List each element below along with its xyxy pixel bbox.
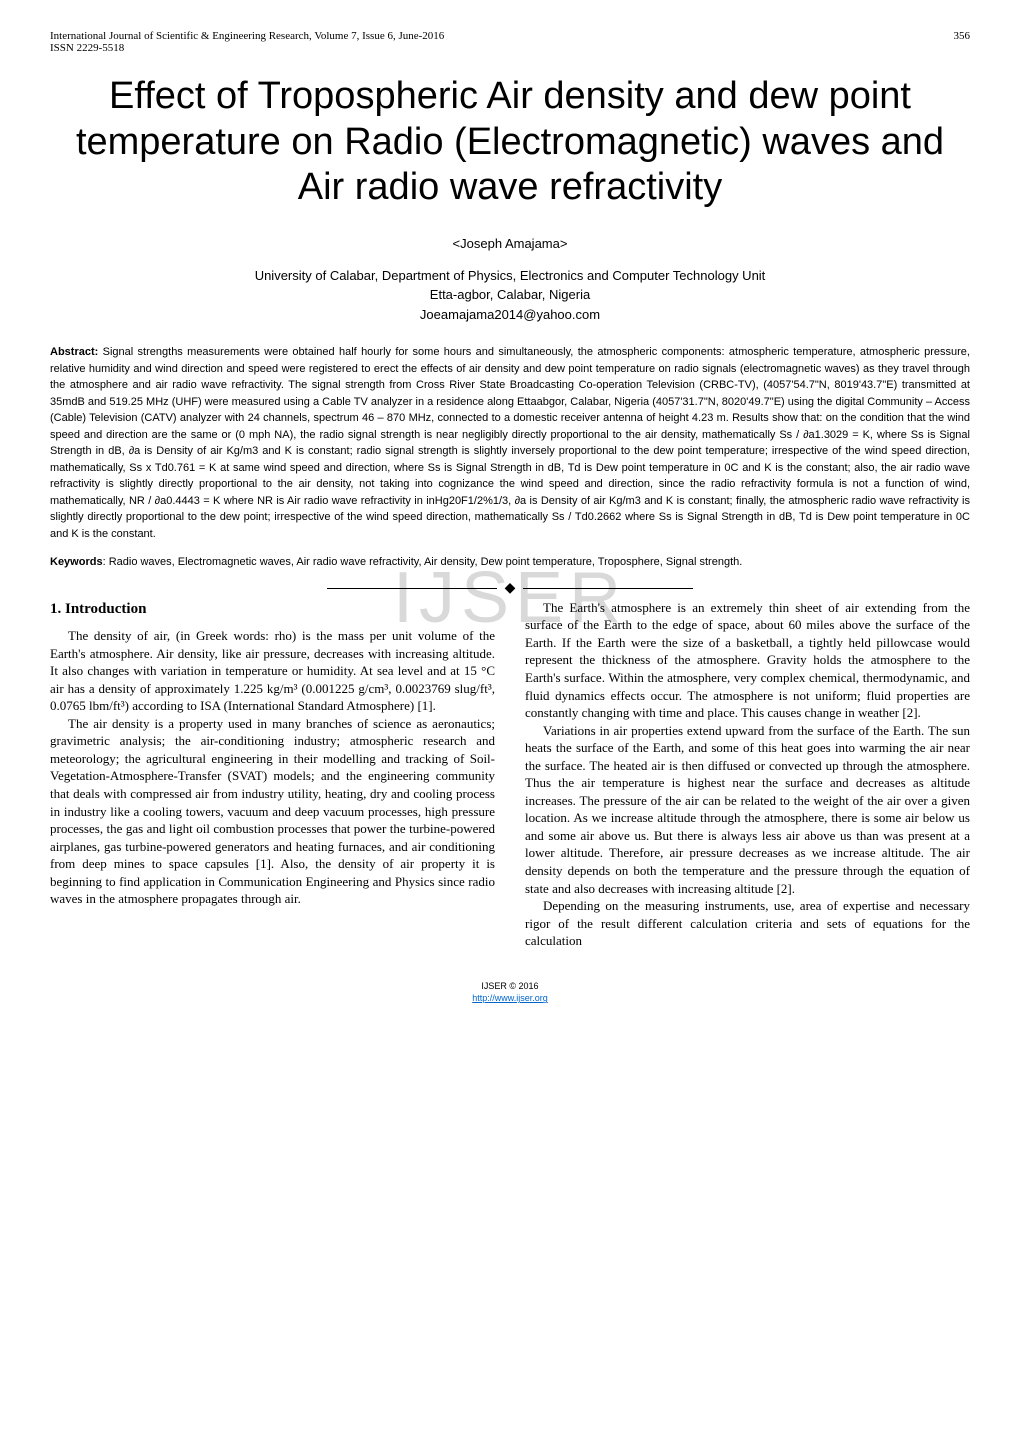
author: <Joseph Amajama> xyxy=(50,236,970,251)
affiliation: University of Calabar, Department of Phy… xyxy=(50,266,970,325)
column-right: The Earth's atmosphere is an extremely t… xyxy=(525,599,970,950)
header-left: International Journal of Scientific & En… xyxy=(50,30,444,54)
divider-right xyxy=(523,588,693,589)
section-1-heading: 1. Introduction xyxy=(50,599,495,619)
footer-url[interactable]: http://www.ijser.org xyxy=(472,993,548,1003)
keywords: Keywords: Radio waves, Electromagnetic w… xyxy=(50,554,970,571)
keywords-label: Keywords xyxy=(50,556,103,568)
body-columns: 1. Introduction The density of air, (in … xyxy=(50,599,970,950)
paper-title: Effect of Tropospheric Air density and d… xyxy=(50,74,970,211)
issn: ISSN 2229-5518 xyxy=(50,42,124,54)
paragraph: Variations in air properties extend upwa… xyxy=(525,722,970,897)
abstract-text: Signal strengths measurements were obtai… xyxy=(50,346,970,540)
divider-left xyxy=(327,588,497,589)
abstract-label: Abstract: xyxy=(50,346,98,358)
paragraph: The density of air, (in Greek words: rho… xyxy=(50,627,495,715)
page-number: 356 xyxy=(954,30,971,54)
divider-diamond-icon: ◆ xyxy=(505,580,516,597)
footer: IJSER © 2016 http://www.ijser.org xyxy=(50,980,970,1005)
footer-copyright: IJSER © 2016 xyxy=(481,981,538,991)
header-row: International Journal of Scientific & En… xyxy=(50,30,970,54)
section-divider: ◆ xyxy=(50,579,970,597)
abstract: Abstract: Signal strengths measurements … xyxy=(50,344,970,542)
journal-name: International Journal of Scientific & En… xyxy=(50,30,444,42)
paragraph: The Earth's atmosphere is an extremely t… xyxy=(525,599,970,722)
keywords-text: : Radio waves, Electromagnetic waves, Ai… xyxy=(103,556,743,568)
paragraph: The air density is a property used in ma… xyxy=(50,715,495,908)
affiliation-line2: Etta-agbor, Calabar, Nigeria xyxy=(430,287,590,302)
column-left: 1. Introduction The density of air, (in … xyxy=(50,599,495,950)
affiliation-email: Joeamajama2014@yahoo.com xyxy=(420,307,600,322)
paragraph: Depending on the measuring instruments, … xyxy=(525,897,970,950)
affiliation-line1: University of Calabar, Department of Phy… xyxy=(255,268,766,283)
